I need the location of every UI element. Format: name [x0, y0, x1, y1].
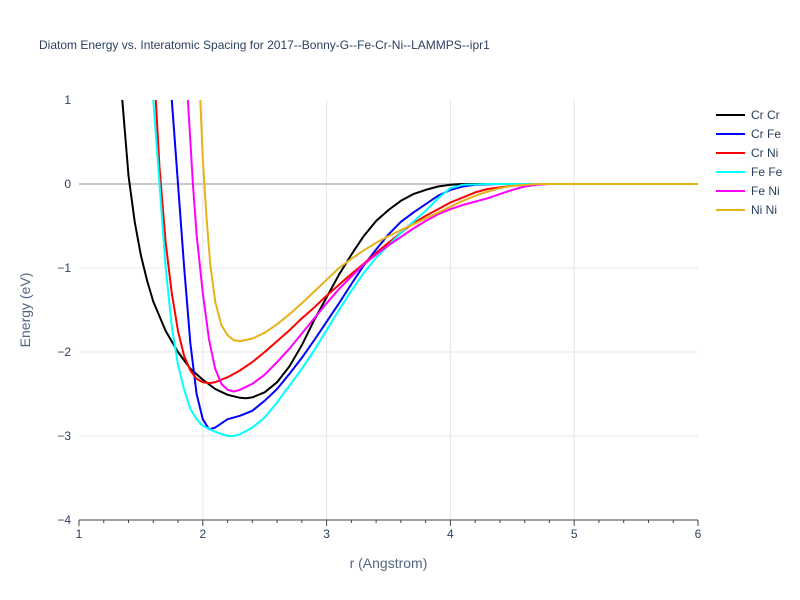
legend-item-fe-fe[interactable]: Fe Fe: [716, 165, 783, 179]
x-tick-label: 5: [571, 527, 578, 541]
series-line-fe-ni[interactable]: [186, 100, 698, 393]
x-tick-label: 1: [76, 527, 83, 541]
legend-item-cr-fe[interactable]: Cr Fe: [716, 127, 781, 141]
tick-labels: 1 2 3 4 5 6 1 0 −1 −2 −3 −4: [57, 93, 701, 541]
x-tick-label: 6: [695, 527, 702, 541]
legend-label: Fe Fe: [751, 165, 783, 179]
x-axis-title: r (Angstrom): [350, 555, 428, 571]
y-tick-label: −1: [57, 261, 71, 275]
series-line-cr-fe[interactable]: [170, 100, 698, 431]
legend-label: Cr Cr: [751, 108, 780, 122]
x-tick-label: 3: [323, 527, 330, 541]
grid-lines: [78, 100, 699, 526]
y-tick-label: −4: [57, 513, 71, 527]
y-tick-label: −2: [57, 345, 71, 359]
legend-label: Cr Fe: [751, 127, 781, 141]
legend-item-ni-ni[interactable]: Ni Ni: [716, 203, 777, 217]
legend-label: Ni Ni: [751, 203, 777, 217]
y-tick-label: 1: [64, 93, 71, 107]
chart-title: Diatom Energy vs. Interatomic Spacing fo…: [39, 38, 490, 52]
x-tick-label: 4: [447, 527, 454, 541]
legend-item-cr-ni[interactable]: Cr Ni: [716, 146, 778, 160]
series-line-cr-cr[interactable]: [116, 16, 698, 400]
legend-label: Cr Ni: [751, 146, 778, 160]
series-line-cr-ni[interactable]: [154, 100, 698, 385]
legend-item-fe-ni[interactable]: Fe Ni: [716, 184, 780, 198]
series-line-ni-ni[interactable]: [199, 100, 698, 343]
y-axis-title: Energy (eV): [17, 273, 33, 348]
series-group: [116, 16, 698, 437]
series-line-fe-fe[interactable]: [152, 100, 698, 437]
legend[interactable]: Cr Cr Cr Fe Cr Ni Fe Fe Fe Ni Ni Ni: [716, 108, 783, 217]
legend-label: Fe Ni: [751, 184, 780, 198]
x-tick-label: 2: [199, 527, 206, 541]
y-tick-label: 0: [64, 177, 71, 191]
legend-item-cr-cr[interactable]: Cr Cr: [716, 108, 780, 122]
y-tick-label: −3: [57, 429, 71, 443]
